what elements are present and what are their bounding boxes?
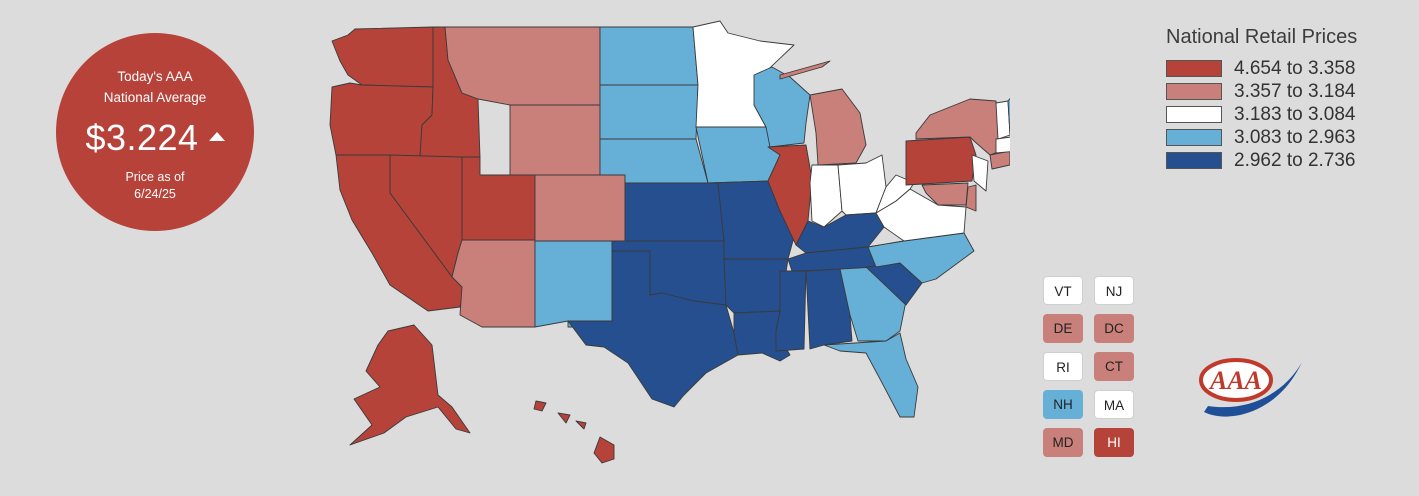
state-az[interactable] [451,239,536,328]
legend-swatch [1166,106,1222,123]
aaa-logo: AAA [1199,358,1302,417]
state-nh[interactable] [1007,89,1010,136]
price-legend: National Retail Prices 4.654 to 3.358 3.3… [1166,26,1357,172]
state-button-ct[interactable]: CT [1094,352,1134,381]
state-vt[interactable] [995,100,1010,140]
price-date-label: Price as of [125,170,185,184]
price-date: Price as of 6/24/25 [56,169,254,203]
state-mi[interactable] [779,60,867,166]
state-ar[interactable] [723,258,789,314]
state-hi[interactable] [533,400,615,464]
state-button-de[interactable]: DE [1043,314,1083,343]
state-ma[interactable] [995,135,1010,154]
state-button-nh[interactable]: NH [1043,390,1083,419]
state-wa[interactable] [331,26,434,88]
legend-label: 2.962 to 2.736 [1234,149,1356,171]
legend-title: National Retail Prices [1166,26,1358,48]
state-wy[interactable] [509,104,601,176]
legend-swatch [1166,129,1222,146]
legend-item: 3.183 to 3.084 [1166,103,1357,126]
state-in[interactable] [809,164,843,228]
legend-swatch [1166,60,1222,77]
state-nm[interactable] [534,240,613,328]
state-or[interactable] [329,82,434,158]
state-md[interactable] [921,182,969,206]
legend-swatch [1166,152,1222,169]
state-ms[interactable] [775,270,807,352]
state-co[interactable] [534,174,626,242]
state-ks[interactable] [624,182,725,242]
state-nj[interactable] [971,154,989,192]
aaa-logo-swoosh [1204,362,1302,417]
us-gas-price-map[interactable] [310,15,1010,480]
legend-item: 4.654 to 3.358 [1166,57,1357,80]
state-fl[interactable] [823,332,919,418]
national-average-value: $3.224 [85,117,199,158]
legend-label: 3.183 to 3.084 [1234,103,1356,125]
state-nd[interactable] [599,26,699,86]
state-button-hi[interactable]: HI [1094,428,1134,457]
state-ak[interactable] [349,324,471,446]
legend-item: 3.357 to 3.184 [1166,80,1357,103]
state-button-nj[interactable]: NJ [1094,276,1134,305]
state-mt[interactable] [444,26,601,106]
up-arrow-icon [208,131,225,141]
legend-label: 3.357 to 3.184 [1234,80,1356,102]
national-average-badge: Today's AAA National Average $3.224 Pric… [56,33,254,231]
state-wi[interactable] [753,66,811,148]
state-ny[interactable] [915,98,1001,156]
legend-item: 2.962 to 2.736 [1166,149,1357,172]
legend-item: 3.083 to 2.963 [1166,126,1357,149]
aaa-logo-text: AAA [1208,366,1262,395]
aaa-logo-oval [1199,358,1273,402]
legend-label: 4.654 to 3.358 [1234,57,1356,79]
legend-swatch [1166,83,1222,100]
price-date-value: 6/24/25 [134,187,176,201]
state-button-ri[interactable]: RI [1043,352,1083,381]
state-sd[interactable] [599,84,699,140]
state-button-md[interactable]: MD [1043,428,1083,457]
state-ca[interactable] [335,154,465,312]
state-button-vt[interactable]: VT [1043,276,1083,305]
state-button-dc[interactable]: DC [1094,314,1134,343]
national-average-value-row: $3.224 [56,117,254,159]
state-pa[interactable] [905,136,977,186]
legend-label: 3.083 to 2.963 [1234,126,1356,148]
national-average-title: Today's AAA National Average [103,69,207,105]
state-button-ma[interactable]: MA [1094,390,1134,419]
